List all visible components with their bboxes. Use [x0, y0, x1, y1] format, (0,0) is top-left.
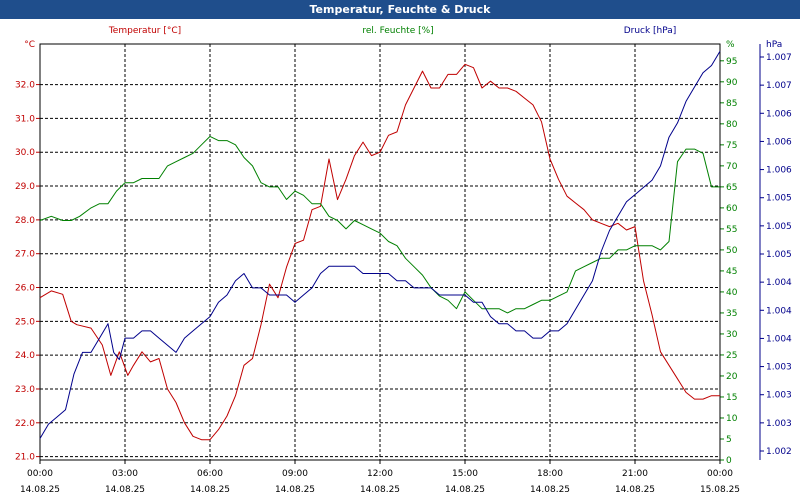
pressure-unit-label: hPa: [766, 40, 782, 50]
humidity-tick-label: 65: [726, 183, 737, 193]
humidity-axis-title: rel. Feuchte [%]: [362, 26, 433, 36]
temp-tick-label: 21.0: [15, 453, 35, 463]
temp-tick-label: 29.0: [15, 182, 35, 192]
x-tick-label-date: 15.08.25: [700, 485, 740, 495]
x-tick-label-date: 14.08.25: [360, 485, 400, 495]
humidity-series-line: [39, 135, 720, 314]
pressure-tick-label: 1.006: [766, 166, 792, 176]
pressure-tick-label: 1.003: [766, 419, 792, 429]
humidity-tick-label: 5: [726, 435, 732, 445]
humidity-tick-label: 85: [726, 99, 737, 109]
pressure-tick-label: 1.007: [766, 53, 792, 63]
humidity-tick-label: 95: [726, 57, 737, 67]
temp-tick-label: 30.0: [15, 148, 35, 158]
pressure-tick-label: 1.004: [766, 334, 792, 344]
humidity-tick-label: 75: [726, 141, 737, 151]
x-tick-label-date: 14.08.25: [530, 485, 570, 495]
temp-axis-title: Temperatur [°C]: [108, 26, 181, 36]
humidity-tick-label: 70: [726, 162, 738, 172]
x-tick-label-time: 21:00: [622, 469, 648, 479]
pressure-tick-label: 1.002: [766, 447, 792, 457]
humidity-tick-label: 40: [726, 288, 738, 298]
temp-tick-label: 31.0: [15, 114, 35, 124]
pressure-axis-title: Druck [hPa]: [624, 26, 677, 36]
humidity-tick-label: 50: [726, 246, 738, 256]
pressure-tick-label: 1.003: [766, 363, 792, 373]
x-tick-label-time: 18:00: [537, 469, 563, 479]
x-tick-label-date: 14.08.25: [275, 485, 315, 495]
temperature-series-line: [39, 63, 720, 441]
temp-tick-label: 24.0: [15, 351, 35, 361]
x-tick-label-time: 03:00: [112, 469, 138, 479]
temp-tick-label: 32.0: [15, 81, 35, 91]
x-tick-label-time: 09:00: [282, 469, 308, 479]
pressure-tick-label: 1.006: [766, 109, 792, 119]
x-tick-label-date: 14.08.25: [445, 485, 485, 495]
pressure-tick-label: 1.005: [766, 250, 792, 260]
humidity-tick-label: 60: [726, 204, 738, 214]
temp-tick-label: 27.0: [15, 250, 35, 260]
x-tick-label-time: 15:00: [452, 469, 478, 479]
temp-tick-label: 22.0: [15, 419, 35, 429]
humidity-tick-label: 10: [726, 414, 738, 424]
x-tick-label-time: 06:00: [197, 469, 223, 479]
x-tick-label-date: 14.08.25: [105, 485, 145, 495]
chart-area: 00:00 14.08.25 03:00 14.08.25 06:00 14.08.25 0…: [0, 19, 800, 500]
x-tick-label-time: 00:00: [707, 469, 733, 479]
humidity-tick-label: 30: [726, 330, 738, 340]
pressure-tick-label: 1.004: [766, 306, 792, 316]
x-tick-label-time: 00:00: [27, 469, 53, 479]
humidity-tick-label: 45: [726, 267, 737, 277]
pressure-series-line: [39, 50, 721, 439]
x-tick-label-date: 14.08.25: [615, 485, 655, 495]
x-tick-label-time: 12:00: [367, 469, 393, 479]
x-tick-label-date: 14.08.25: [190, 485, 230, 495]
chart-title-bar: Temperatur, Feuchte & Druck: [0, 0, 800, 19]
humidity-unit-label: %: [726, 40, 735, 50]
chart-title: Temperatur, Feuchte & Druck: [309, 3, 491, 16]
humidity-tick-label: 55: [726, 225, 737, 235]
temp-tick-label: 28.0: [15, 216, 35, 226]
x-tick-label-date: 14.08.25: [20, 485, 60, 495]
temp-tick-label: 23.0: [15, 385, 35, 395]
temp-unit-label: °C: [24, 40, 35, 50]
humidity-tick-label: 90: [726, 78, 738, 88]
temp-tick-label: 26.0: [15, 284, 35, 294]
temp-tick-label: 25.0: [15, 317, 35, 327]
pressure-tick-label: 1.003: [766, 391, 792, 401]
line-chart: 00:00 14.08.25 03:00 14.08.25 06:00 14.08.25 0…: [15, 26, 792, 495]
pressure-tick-label: 1.005: [766, 194, 792, 204]
pressure-tick-label: 1.005: [766, 222, 792, 232]
humidity-tick-label: 20: [726, 372, 738, 382]
humidity-tick-label: 15: [726, 393, 737, 403]
humidity-tick-label: 80: [726, 120, 738, 130]
humidity-tick-label: 25: [726, 351, 737, 361]
pressure-tick-label: 1.006: [766, 137, 792, 147]
humidity-tick-label: 35: [726, 309, 737, 319]
humidity-tick-label: 0: [726, 456, 732, 466]
pressure-tick-label: 1.004: [766, 278, 792, 288]
plot-frame: [39, 43, 721, 461]
pressure-tick-label: 1.007: [766, 81, 792, 91]
